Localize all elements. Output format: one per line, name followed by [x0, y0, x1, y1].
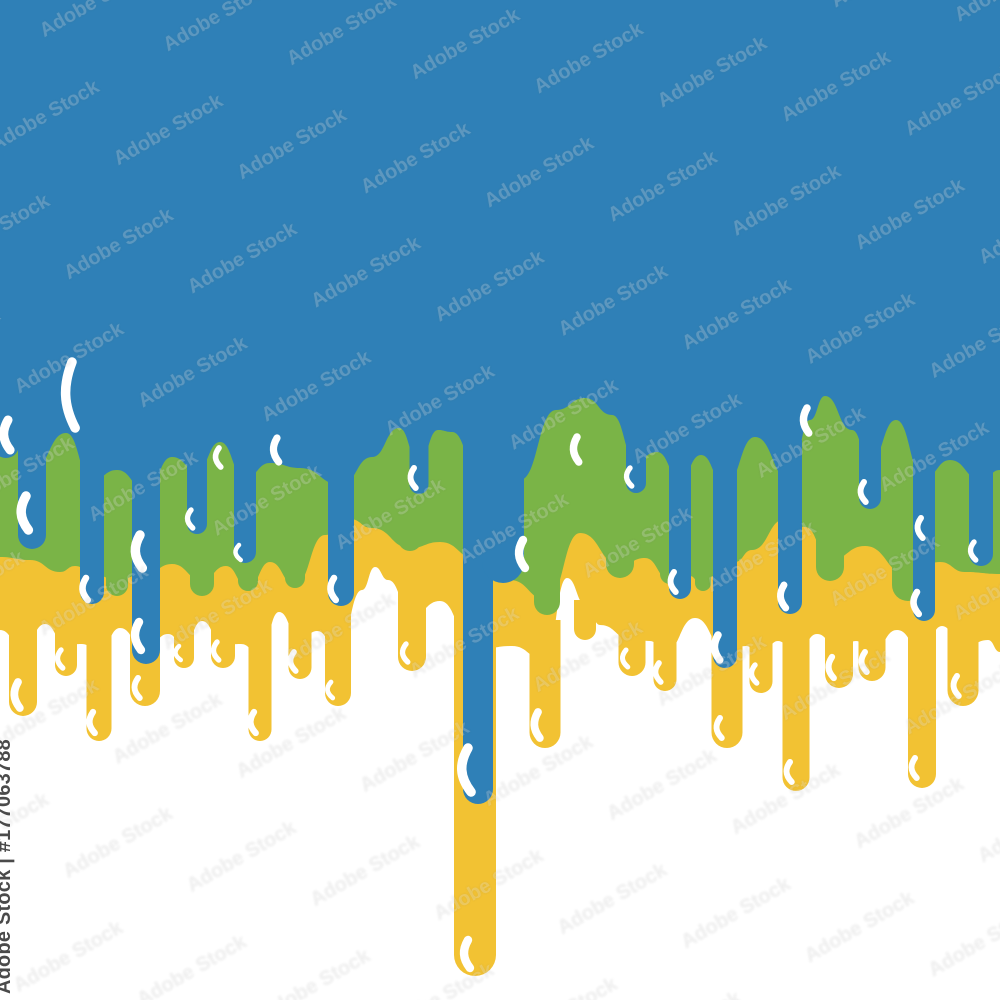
paint-shape	[782, 615, 810, 791]
paint-highlight	[399, 641, 411, 665]
paint-highlight	[184, 507, 196, 531]
paint-shape	[618, 610, 646, 676]
paint-highlight	[459, 935, 475, 973]
paint-shape	[816, 530, 844, 581]
paint-highlight	[54, 647, 66, 671]
paint-shape	[234, 440, 256, 563]
paint-shape	[106, 550, 128, 596]
paint-shape	[626, 430, 646, 493]
paint-shape	[606, 530, 634, 578]
paint-shape	[858, 615, 886, 681]
paint-highlight	[710, 631, 724, 664]
paint-highlight	[10, 678, 24, 712]
paint-highlight	[777, 581, 790, 612]
paint-shape	[174, 610, 194, 668]
paint-highlight	[914, 515, 926, 541]
paint-shape	[0, 0, 1000, 492]
paint-shape	[211, 610, 235, 668]
paint-shape	[908, 610, 936, 788]
paint-highlight	[130, 530, 148, 573]
paint-shape	[749, 620, 773, 693]
paint-shape	[328, 450, 354, 606]
paint-shape	[574, 600, 596, 640]
paint-shape	[285, 550, 305, 588]
paint-shape	[132, 450, 160, 664]
paint-shape	[398, 530, 422, 551]
paint-highlight	[212, 445, 224, 470]
paint-highlight	[210, 639, 222, 663]
paint-highlights	[0, 357, 979, 973]
paint-shape	[695, 550, 711, 591]
paint-highlight	[60, 357, 80, 433]
paint-shape	[778, 440, 802, 614]
paint-highlight	[16, 491, 34, 535]
paint-highlight	[825, 653, 837, 682]
paint-shape	[653, 615, 677, 691]
paint-shape	[969, 440, 993, 566]
paint-highlight	[748, 662, 760, 686]
paint-shape	[913, 440, 935, 621]
paint-shape	[713, 450, 737, 668]
paint-highlight	[623, 465, 635, 489]
paint-highlight	[783, 759, 795, 785]
paint-shape	[534, 560, 560, 615]
paint-highlight	[619, 647, 631, 670]
paint-highlight	[569, 433, 583, 466]
paint-highlight	[457, 743, 476, 797]
paint-highlight	[667, 569, 679, 595]
paint-highlight	[79, 574, 92, 604]
paint-shape	[190, 550, 214, 596]
paint-highlight	[325, 679, 336, 701]
paint-highlight	[950, 673, 962, 699]
paint-highlight	[652, 660, 664, 685]
paint-highlight	[514, 535, 530, 573]
paint-highlight	[858, 649, 870, 675]
paint-shape	[80, 440, 104, 604]
paint-highlight	[173, 643, 183, 663]
watermark-id-label: Adobe Stock | #177063788	[0, 739, 15, 994]
paint-highlight	[713, 715, 725, 741]
paint-highlight	[247, 708, 259, 737]
paint-highlight	[130, 617, 146, 655]
paint-shape	[288, 600, 312, 679]
paint-shape	[825, 610, 853, 688]
paint-highlight	[287, 649, 299, 674]
paint-highlight	[910, 588, 923, 618]
paint-highlight	[327, 574, 340, 604]
paint-highlight	[799, 404, 813, 437]
paint-highlight	[0, 415, 15, 455]
paint-highlight	[269, 434, 283, 466]
paint-highlight	[908, 755, 920, 781]
paint-highlight	[530, 708, 544, 742]
paint-highlight	[407, 465, 419, 491]
paint-shape	[669, 440, 691, 599]
paint-highlight	[233, 542, 243, 563]
paint-highlight	[86, 708, 98, 737]
paint-highlight	[131, 675, 143, 701]
paint-highlight	[967, 539, 979, 563]
paint-shape	[482, 450, 524, 583]
paint-shape	[55, 610, 77, 676]
paint-highlight	[857, 479, 869, 505]
